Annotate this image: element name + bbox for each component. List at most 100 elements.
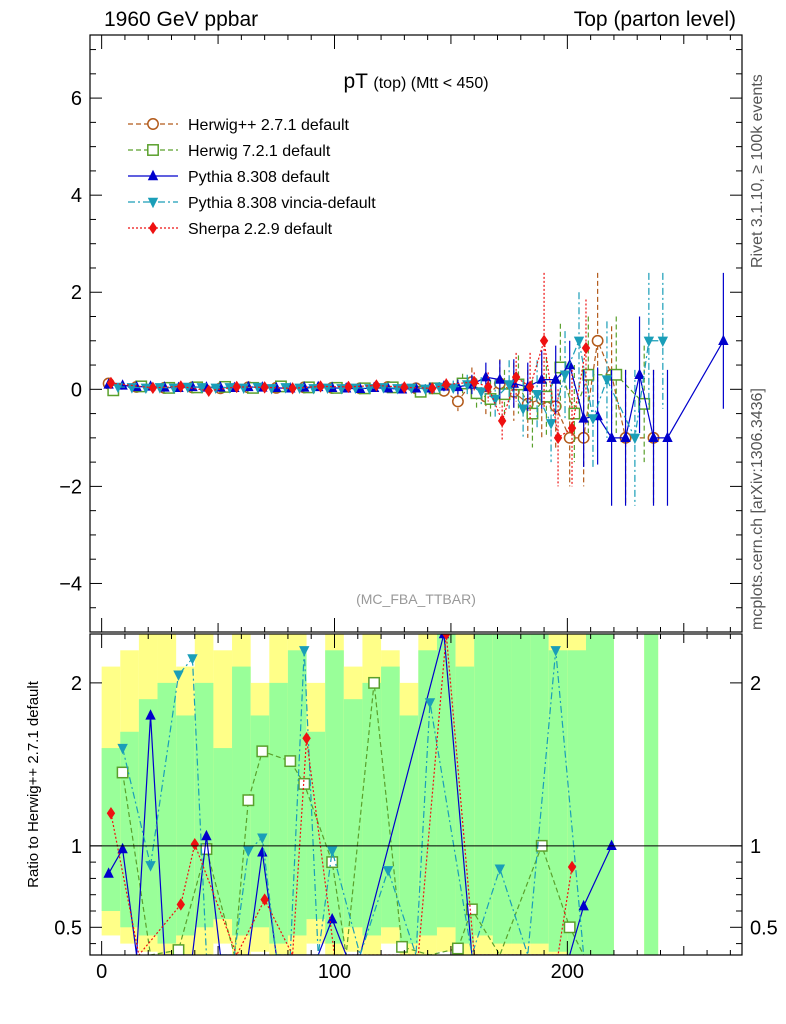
data-point [497,414,507,428]
ratio-point [465,903,478,916]
data-point [266,384,277,395]
uncertainty-band-inner [455,666,475,944]
data-point [648,431,659,443]
data-point [442,378,451,391]
uncertainty-band-inner [567,650,586,955]
data-point [344,380,353,394]
data-point [154,383,166,394]
uncertainty-band-inner [269,682,288,944]
uncertainty-band-inner [530,634,549,944]
y-tick-label: 0 [71,379,82,401]
uncertainty-band-inner [250,715,270,928]
ratio-point [116,766,129,779]
data-point [517,404,529,415]
ratio-point [243,846,254,857]
data-point [420,384,431,396]
uncertainty-band-inner [644,634,659,955]
data-point [657,336,669,347]
data-point [550,373,561,384]
data-point [196,383,207,394]
ratio-series-2 [117,646,585,955]
uncertainty-band-inner [381,666,400,928]
mcplots-label: mcplots.cern.ch [arXiv:1306.3436] [749,388,766,630]
data-point [610,368,623,381]
data-point [643,336,655,347]
x-tick-label: 200 [551,961,584,983]
y-tick-label: −2 [59,476,82,498]
ratio-point [578,899,589,911]
legend-entry: Sherpa 2.2.9 default [128,221,333,238]
data-point [503,380,515,391]
ratio-point [145,861,156,872]
ratio-point [257,833,268,844]
ratio-point [117,842,128,854]
uncertainty-band-inner [436,634,456,928]
data-point [112,382,124,394]
ratio-point [176,898,186,911]
data-point [126,383,138,394]
ratio-point [106,807,116,820]
ratio-point [103,867,114,878]
rivet-version-label: Rivet 3.1.10, ≥ 100k events [749,74,766,268]
data-point [232,380,241,394]
ratio-point [563,921,576,934]
data-point [260,381,269,394]
ratio-point [567,860,577,874]
ratio-point [187,654,198,665]
legend-marker [147,197,159,209]
data-point [400,381,409,394]
data-point [718,334,729,345]
ratio-point [550,646,561,657]
data-point [587,414,599,425]
data-point [545,419,557,430]
legend-label: Pythia 8.308 vincia-default [188,195,376,212]
y-tick-label: −4 [59,573,82,595]
data-point [553,431,563,445]
data-point [294,383,305,395]
x-tick-label: 0 [96,961,107,983]
ratio-point [299,646,310,657]
data-point [531,389,543,401]
data-point [372,379,381,392]
ratio-point [190,837,199,851]
uncertainty-band-inner [120,731,139,928]
data-point [662,431,673,443]
data-point [280,383,291,394]
uncertainty-band-inner [157,682,177,944]
uncertainty-band-inner [213,748,233,920]
ratio-point [396,940,408,953]
ratio-line [110,634,573,955]
ratio-y-axis-label: Ratio to Herwig++ 2.7.1 default [25,680,42,888]
legend-label: Pythia 8.308 default [188,169,330,186]
data-point [489,394,501,406]
watermark-label: (MC_FBA_TTBAR) [356,591,476,607]
data-point [210,383,221,395]
ratio-y-tick-label-right: 0.5 [750,917,778,939]
data-point [406,383,417,395]
data-point [620,431,631,443]
uncertainty-band-inner [325,650,344,944]
ratio-line [122,682,585,955]
ratio-point [424,698,436,709]
data-point [148,381,158,395]
data-point [470,375,479,389]
ratio-y-tick-label-right: 1 [750,836,761,858]
header-left-label: 1960 GeV ppbar [104,8,259,31]
data-point [106,376,116,390]
uncertainty-band-inner [176,715,195,936]
plot-title: pT (top) (Mtt < 450) [343,70,488,93]
ratio-series-3 [106,634,577,955]
legend-entry: Herwig++ 2.7.1 default [128,117,350,134]
y-tick-label: 2 [71,282,82,304]
uncertainty-band-inner [585,634,614,955]
data-point [526,407,539,420]
data-point [629,433,641,445]
data-point [252,382,263,394]
header-right-label: Top (parton level) [573,8,736,31]
y-tick-label: 4 [71,185,82,207]
legend: Herwig++ 2.7.1 default Herwig 7.2.1 defau… [128,117,376,238]
uncertainty-band-inner [232,666,251,936]
ratio-y-tick-label: 1 [71,836,82,858]
ratio-point [326,846,338,857]
x-tick-label: 100 [318,961,351,983]
